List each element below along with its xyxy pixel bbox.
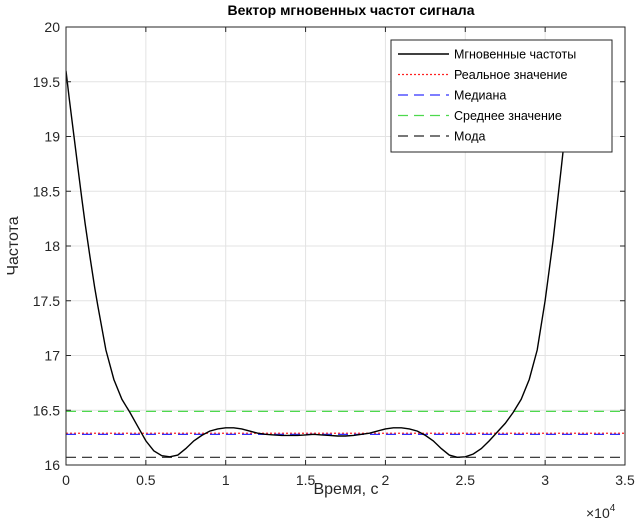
series-line-instant-frequencies <box>66 48 575 459</box>
legend-label: Мгновенные частоты <box>454 48 576 62</box>
y-tick-label: 20 <box>44 19 60 35</box>
y-tick-label: 16.5 <box>33 402 60 418</box>
ticks <box>65 26 626 466</box>
y-tick-label: 18 <box>44 238 60 254</box>
x-tick-label: 3.5 <box>615 472 635 488</box>
y-tick-label: 16 <box>44 457 60 473</box>
y-tick-label: 17 <box>44 348 60 364</box>
x-tick-labels: 0 0.5 1 1.5 2 2.5 3 3.5 <box>62 472 635 488</box>
x-tick-label: 2 <box>382 472 390 488</box>
legend: Мгновенные частоты Реальное значение Медиа… <box>390 39 613 153</box>
x-tick-label: 1 <box>222 472 230 488</box>
legend-label: Мода <box>454 130 486 144</box>
x-exponent-base: ×10 <box>586 505 610 521</box>
y-tick-labels: 16 16.5 17 17.5 18 18.5 19 19.5 20 <box>33 19 60 473</box>
x-tick-label: 3 <box>541 472 549 488</box>
y-tick-label: 19.5 <box>33 74 60 90</box>
series-layer <box>66 48 625 459</box>
legend-label: Медиана <box>454 89 506 103</box>
x-tick-label: 0.5 <box>136 472 156 488</box>
chart-title: Вектор мгновенных частот сигнала <box>228 2 475 18</box>
legend-label: Реальное значение <box>454 68 567 82</box>
x-exponent-power: 4 <box>610 503 616 514</box>
y-tick-label: 17.5 <box>33 293 60 309</box>
y-tick-label: 19 <box>44 129 60 145</box>
y-tick-label: 18.5 <box>33 183 60 199</box>
x-axis-label: Время, с <box>313 481 378 498</box>
x-exponent: ×104 <box>586 503 616 521</box>
y-axis-label: Частота <box>5 216 22 275</box>
legend-box <box>390 39 613 153</box>
legend-label: Среднее значение <box>454 109 562 123</box>
x-tick-label: 2.5 <box>456 472 476 488</box>
x-tick-label: 0 <box>62 472 70 488</box>
x-tick-label: 1.5 <box>296 472 316 488</box>
